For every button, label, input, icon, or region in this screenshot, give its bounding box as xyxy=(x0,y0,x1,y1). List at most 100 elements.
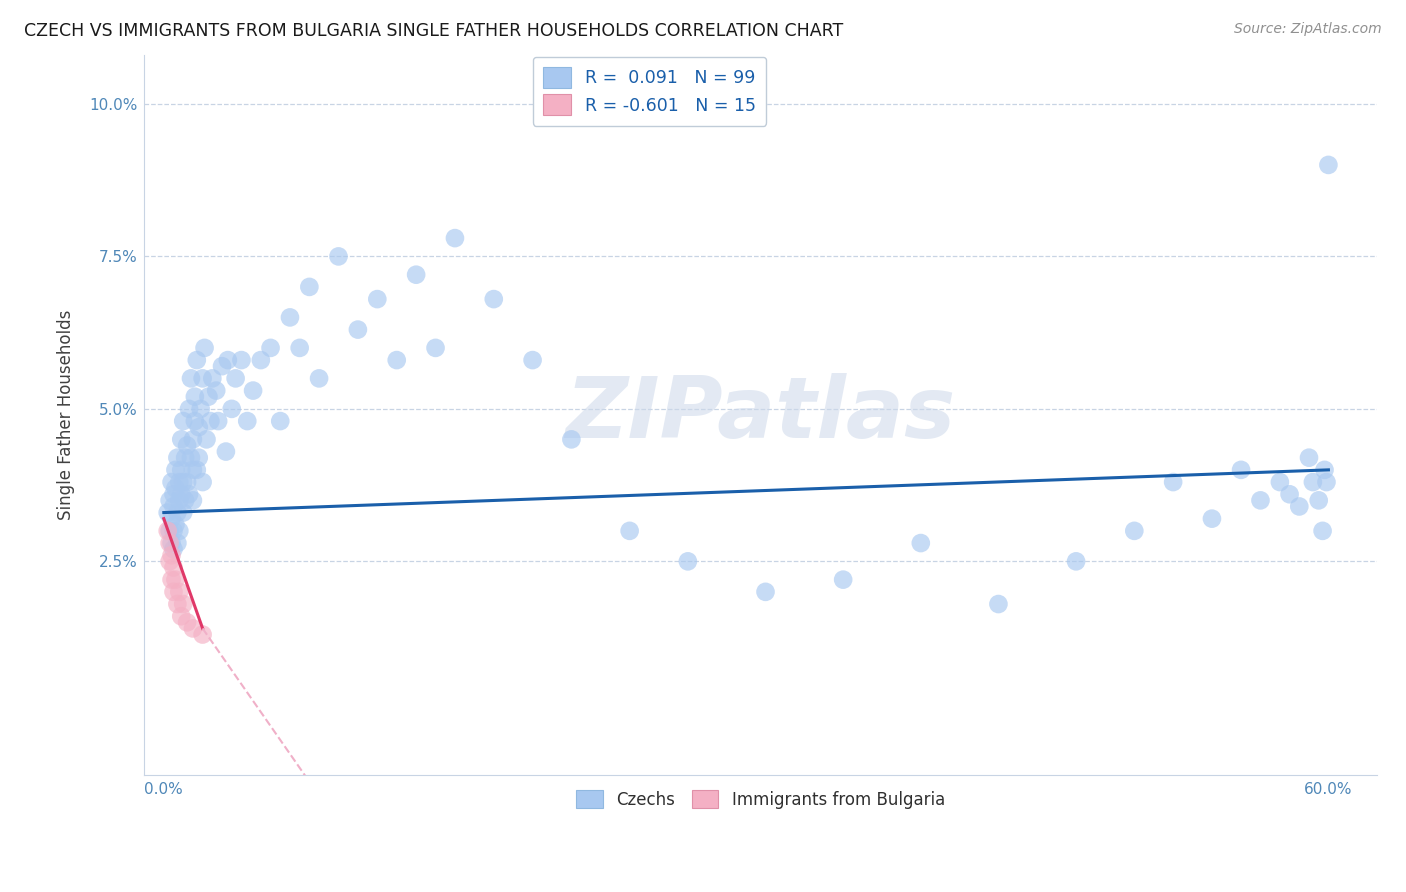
Y-axis label: Single Father Households: Single Father Households xyxy=(58,310,75,520)
Point xyxy=(166,506,188,520)
Point xyxy=(156,524,179,538)
Point xyxy=(170,463,193,477)
Point xyxy=(172,475,194,489)
Point xyxy=(166,450,188,465)
Point xyxy=(288,341,311,355)
Point xyxy=(278,310,301,325)
Point xyxy=(385,353,408,368)
Point xyxy=(181,463,204,477)
Point xyxy=(160,548,183,562)
Point xyxy=(169,524,191,538)
Point xyxy=(1268,475,1291,489)
Point xyxy=(156,506,179,520)
Point xyxy=(1278,487,1301,501)
Point xyxy=(197,390,219,404)
Point xyxy=(215,444,238,458)
Point xyxy=(910,536,932,550)
Point xyxy=(195,433,218,447)
Point xyxy=(298,280,321,294)
Point xyxy=(187,420,209,434)
Point xyxy=(162,542,184,557)
Point xyxy=(159,524,181,538)
Point xyxy=(231,353,253,368)
Point xyxy=(1249,493,1271,508)
Point xyxy=(366,292,388,306)
Point xyxy=(172,506,194,520)
Point xyxy=(1161,475,1184,489)
Text: Source: ZipAtlas.com: Source: ZipAtlas.com xyxy=(1234,22,1382,37)
Point xyxy=(170,433,193,447)
Point xyxy=(170,609,193,624)
Point xyxy=(207,414,229,428)
Point xyxy=(1298,450,1320,465)
Point xyxy=(191,371,214,385)
Point xyxy=(162,500,184,514)
Text: CZECH VS IMMIGRANTS FROM BULGARIA SINGLE FATHER HOUSEHOLDS CORRELATION CHART: CZECH VS IMMIGRANTS FROM BULGARIA SINGLE… xyxy=(24,22,844,40)
Point xyxy=(242,384,264,398)
Legend: Czechs, Immigrants from Bulgaria: Czechs, Immigrants from Bulgaria xyxy=(568,781,953,817)
Point xyxy=(250,353,273,368)
Point xyxy=(177,401,200,416)
Point xyxy=(160,511,183,525)
Point xyxy=(522,353,544,368)
Point xyxy=(482,292,505,306)
Point xyxy=(166,536,188,550)
Point xyxy=(180,371,202,385)
Point xyxy=(987,597,1010,611)
Point xyxy=(174,493,197,508)
Point xyxy=(217,353,239,368)
Point xyxy=(160,573,183,587)
Point xyxy=(176,615,198,630)
Point xyxy=(186,353,208,368)
Point xyxy=(1312,524,1334,538)
Point xyxy=(160,475,183,489)
Point xyxy=(159,554,181,568)
Point xyxy=(165,573,187,587)
Point xyxy=(1313,463,1336,477)
Point xyxy=(269,414,291,428)
Point xyxy=(187,450,209,465)
Point xyxy=(166,597,188,611)
Point xyxy=(174,450,197,465)
Point xyxy=(181,622,204,636)
Point xyxy=(184,390,207,404)
Point xyxy=(1315,475,1337,489)
Point xyxy=(1123,524,1146,538)
Point xyxy=(619,524,641,538)
Point xyxy=(1288,500,1310,514)
Point xyxy=(1302,475,1324,489)
Point xyxy=(328,249,350,263)
Point xyxy=(162,560,184,574)
Point xyxy=(162,487,184,501)
Point xyxy=(236,414,259,428)
Point xyxy=(160,536,183,550)
Point xyxy=(425,341,447,355)
Point xyxy=(181,493,204,508)
Point xyxy=(165,517,187,532)
Point xyxy=(205,384,228,398)
Point xyxy=(159,493,181,508)
Point xyxy=(190,401,212,416)
Point xyxy=(1317,158,1340,172)
Point xyxy=(1064,554,1087,568)
Point xyxy=(200,414,222,428)
Point xyxy=(169,493,191,508)
Point xyxy=(191,475,214,489)
Point xyxy=(308,371,330,385)
Point xyxy=(169,585,191,599)
Point xyxy=(193,341,215,355)
Point xyxy=(165,463,187,477)
Point xyxy=(169,475,191,489)
Text: ZIPatlas: ZIPatlas xyxy=(565,374,956,457)
Point xyxy=(180,450,202,465)
Point xyxy=(1308,493,1330,508)
Point xyxy=(165,481,187,495)
Point xyxy=(1230,463,1253,477)
Point xyxy=(832,573,855,587)
Point xyxy=(184,414,207,428)
Point xyxy=(259,341,281,355)
Point xyxy=(162,585,184,599)
Point xyxy=(191,627,214,641)
Point xyxy=(444,231,467,245)
Point xyxy=(172,414,194,428)
